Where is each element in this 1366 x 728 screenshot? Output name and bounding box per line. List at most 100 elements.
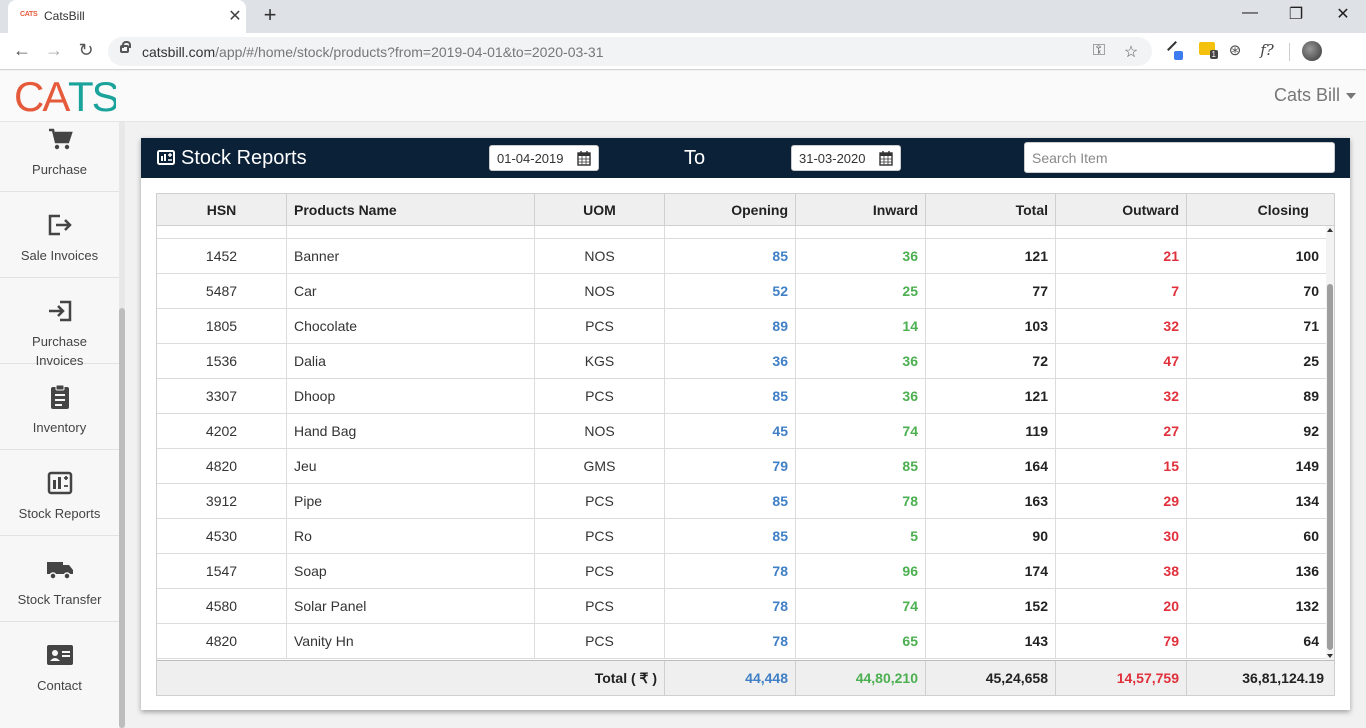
cell-hsn: 4820 — [157, 624, 287, 659]
cell-outward: 79 — [1056, 624, 1187, 659]
sidebar-scroll-thumb[interactable] — [119, 308, 125, 728]
cell-uom: PCS — [535, 624, 665, 659]
new-tab-button[interactable]: + — [263, 2, 277, 27]
cell-uom: PCS — [535, 484, 665, 519]
table-row[interactable]: 1805 Chocolate PCS 89 14 103 32 71 — [157, 309, 1326, 344]
cell-opening: 89 — [665, 309, 796, 344]
from-date-picker[interactable]: 01-04-2019 — [489, 145, 599, 171]
cell-opening: 85 — [665, 484, 796, 519]
column-header-product-name[interactable]: Products Name — [287, 194, 535, 226]
column-header-inward[interactable]: Inward — [796, 194, 926, 226]
total-closing: 36,81,124.19 — [1242, 670, 1324, 686]
search-input[interactable] — [1024, 142, 1335, 173]
sidebar-item-purchase-invoices[interactable]: Purchase Invoices — [0, 278, 119, 368]
table-row[interactable]: 4580 Solar Panel PCS 78 74 152 20 132 — [157, 589, 1326, 624]
table-scrollbar[interactable] — [1326, 226, 1334, 660]
table-row[interactable]: 3912 Pipe PCS 85 78 163 29 134 — [157, 484, 1326, 519]
cart-icon — [49, 128, 73, 150]
to-date-picker[interactable]: 31-03-2020 — [791, 145, 901, 171]
sidebar-item-stock-reports[interactable]: Stock Reports — [0, 450, 119, 536]
column-header-opening[interactable]: Opening — [665, 194, 796, 226]
back-icon[interactable]: ← — [13, 40, 31, 60]
cell-opening: 85 — [665, 379, 796, 414]
table-row[interactable]: 5487 Car NOS 52 25 77 7 70 — [157, 274, 1326, 309]
table-row[interactable]: 4820 Vanity Hn PCS 78 65 143 79 64 — [157, 624, 1326, 659]
tab-title: CatsBill — [44, 9, 85, 23]
table-scroll-thumb[interactable] — [1327, 284, 1333, 650]
cell-opening: 85 — [665, 519, 796, 554]
calendar-icon[interactable] — [577, 151, 591, 166]
user-menu[interactable]: Cats Bill — [1274, 85, 1356, 106]
table-row[interactable]: 3307 Dhoop PCS 85 36 121 32 89 — [157, 379, 1326, 414]
sidebar-item-sale-invoices[interactable]: Sale Invoices — [0, 192, 119, 278]
cell-opening: 78 — [665, 624, 796, 659]
address-bar[interactable]: catsbill.com/app/#/home/stock/products?f… — [108, 37, 1152, 66]
cell-opening: 52 — [665, 274, 796, 309]
bookmark-star-icon[interactable]: ☆ — [1123, 44, 1139, 61]
sidebar-scrollbar[interactable] — [119, 122, 125, 728]
cell-closing: 60 — [1303, 528, 1319, 544]
table-header: HSN Products Name UOM Opening Inward Tot… — [157, 194, 1334, 226]
tab-favicon-icon: CATS — [20, 11, 38, 18]
scroll-up-icon[interactable] — [1327, 228, 1333, 232]
cell-opening: 85 — [665, 239, 796, 274]
caret-down-icon — [1346, 93, 1356, 100]
sidebar-item-label: Contact — [37, 678, 82, 693]
svg-text:TS: TS — [68, 75, 116, 117]
table-row[interactable]: 4202 Hand Bag NOS 45 74 119 27 92 — [157, 414, 1326, 449]
table-row[interactable]: 1547 Soap PCS 78 96 174 38 136 — [157, 554, 1326, 589]
cell-total: 163 — [926, 484, 1056, 519]
scroll-down-icon[interactable] — [1327, 654, 1333, 658]
sidebar-item-contact[interactable]: Contact — [0, 622, 119, 708]
notes-extension-icon[interactable]: 1 — [1199, 42, 1218, 59]
url-text[interactable]: catsbill.com/app/#/home/stock/products?f… — [142, 44, 604, 60]
profile-avatar[interactable] — [1302, 41, 1322, 61]
table-row[interactable]: 4530 Ro PCS 85 5 90 30 60 — [157, 519, 1326, 554]
browser-tab[interactable]: CATS CatsBill ✕ — [8, 0, 246, 33]
column-header-uom[interactable]: UOM — [535, 194, 665, 226]
formula-extension-icon[interactable]: f? — [1260, 41, 1274, 59]
cell-total: 103 — [926, 309, 1056, 344]
cell-total: 77 — [926, 274, 1056, 309]
sidebar-item-purchase[interactable]: Purchase — [0, 122, 119, 192]
minimize-icon[interactable]: — — [1242, 4, 1258, 21]
sidebar-item-stock-transfer[interactable]: Stock Transfer — [0, 536, 119, 622]
table-footer-totals: Total ( ₹ ) 44,448 44,80,210 45,24,658 1… — [157, 660, 1334, 696]
cell-uom: GMS — [535, 449, 665, 484]
reload-icon[interactable]: ↻ — [78, 40, 94, 60]
cell-inward: 36 — [796, 344, 926, 379]
cell-outward: 38 — [1056, 554, 1187, 589]
calendar-icon[interactable] — [879, 151, 893, 166]
pen-extension-icon[interactable] — [1167, 41, 1177, 51]
column-header-outward[interactable]: Outward — [1056, 194, 1187, 226]
cell-outward: 32 — [1056, 309, 1187, 344]
total-inward: 44,80,210 — [796, 661, 926, 696]
window-close-icon[interactable]: ✕ — [1336, 6, 1350, 23]
table-row[interactable]: 1452 Banner NOS 85 36 121 21 100 — [157, 239, 1326, 274]
cell-total: 90 — [926, 519, 1056, 554]
cell-total: 174 — [926, 554, 1056, 589]
cell-hsn: 1452 — [157, 239, 287, 274]
column-header-closing[interactable]: Closing — [1257, 202, 1309, 218]
table-row[interactable]: 4820 Jeu GMS 79 85 164 15 149 — [157, 449, 1326, 484]
forward-icon[interactable]: → — [45, 40, 63, 60]
cell-hsn: 4202 — [157, 414, 287, 449]
cell-outward: 20 — [1056, 589, 1187, 624]
to-date-value: 31-03-2020 — [799, 151, 866, 166]
cell-inward: 74 — [796, 589, 926, 624]
clipboard-icon — [51, 384, 69, 409]
column-header-total[interactable]: Total — [926, 194, 1056, 226]
cell-hsn: 3912 — [157, 484, 287, 519]
column-header-hsn[interactable]: HSN — [157, 194, 287, 226]
restore-icon[interactable]: ❐ — [1288, 6, 1304, 23]
key-icon[interactable]: ⚿ — [1092, 42, 1106, 59]
cats-logo[interactable]: CA TS — [14, 75, 116, 117]
sidebar-item-label: Sale Invoices — [20, 248, 99, 263]
tab-close-icon[interactable]: ✕ — [228, 8, 242, 25]
spiral-extension-icon[interactable]: ⊛ — [1228, 42, 1242, 59]
sidebar-item-inventory[interactable]: Inventory — [0, 364, 119, 450]
cell-closing: 64 — [1303, 633, 1319, 649]
sidebar-item-label: Purchase — [32, 162, 87, 177]
table-row[interactable]: 1536 Dalia KGS 36 36 72 47 25 — [157, 344, 1326, 379]
total-outward: 14,57,759 — [1056, 661, 1187, 696]
